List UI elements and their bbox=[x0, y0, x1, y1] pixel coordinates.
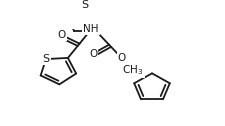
Text: CH$_3$: CH$_3$ bbox=[122, 63, 144, 77]
Text: S: S bbox=[42, 54, 50, 64]
Text: O: O bbox=[58, 30, 66, 40]
Text: S: S bbox=[81, 0, 89, 10]
Text: NH: NH bbox=[83, 24, 99, 34]
Text: O: O bbox=[118, 53, 126, 63]
Text: O: O bbox=[89, 49, 97, 59]
